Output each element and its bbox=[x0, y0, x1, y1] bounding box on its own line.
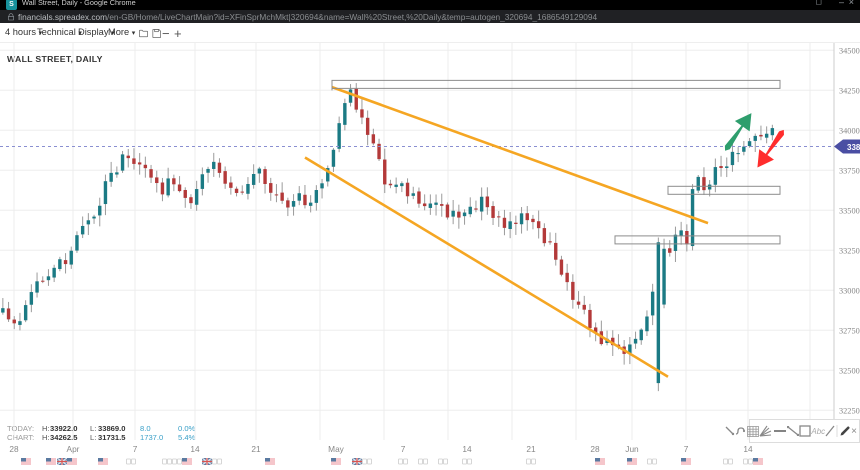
svg-text:34250: 34250 bbox=[839, 86, 860, 95]
svg-text:33500: 33500 bbox=[839, 206, 860, 215]
svg-text:32750: 32750 bbox=[839, 326, 860, 335]
svg-text:33750: 33750 bbox=[839, 166, 860, 175]
svg-text:32250: 32250 bbox=[839, 406, 860, 415]
svg-text:33898.5: 33898.5 bbox=[847, 143, 860, 152]
svg-text:33000: 33000 bbox=[839, 286, 860, 295]
svg-text:34000: 34000 bbox=[839, 126, 860, 135]
svg-text:33250: 33250 bbox=[839, 246, 860, 255]
svg-text:34500: 34500 bbox=[839, 46, 860, 55]
svg-text:32500: 32500 bbox=[839, 366, 860, 375]
